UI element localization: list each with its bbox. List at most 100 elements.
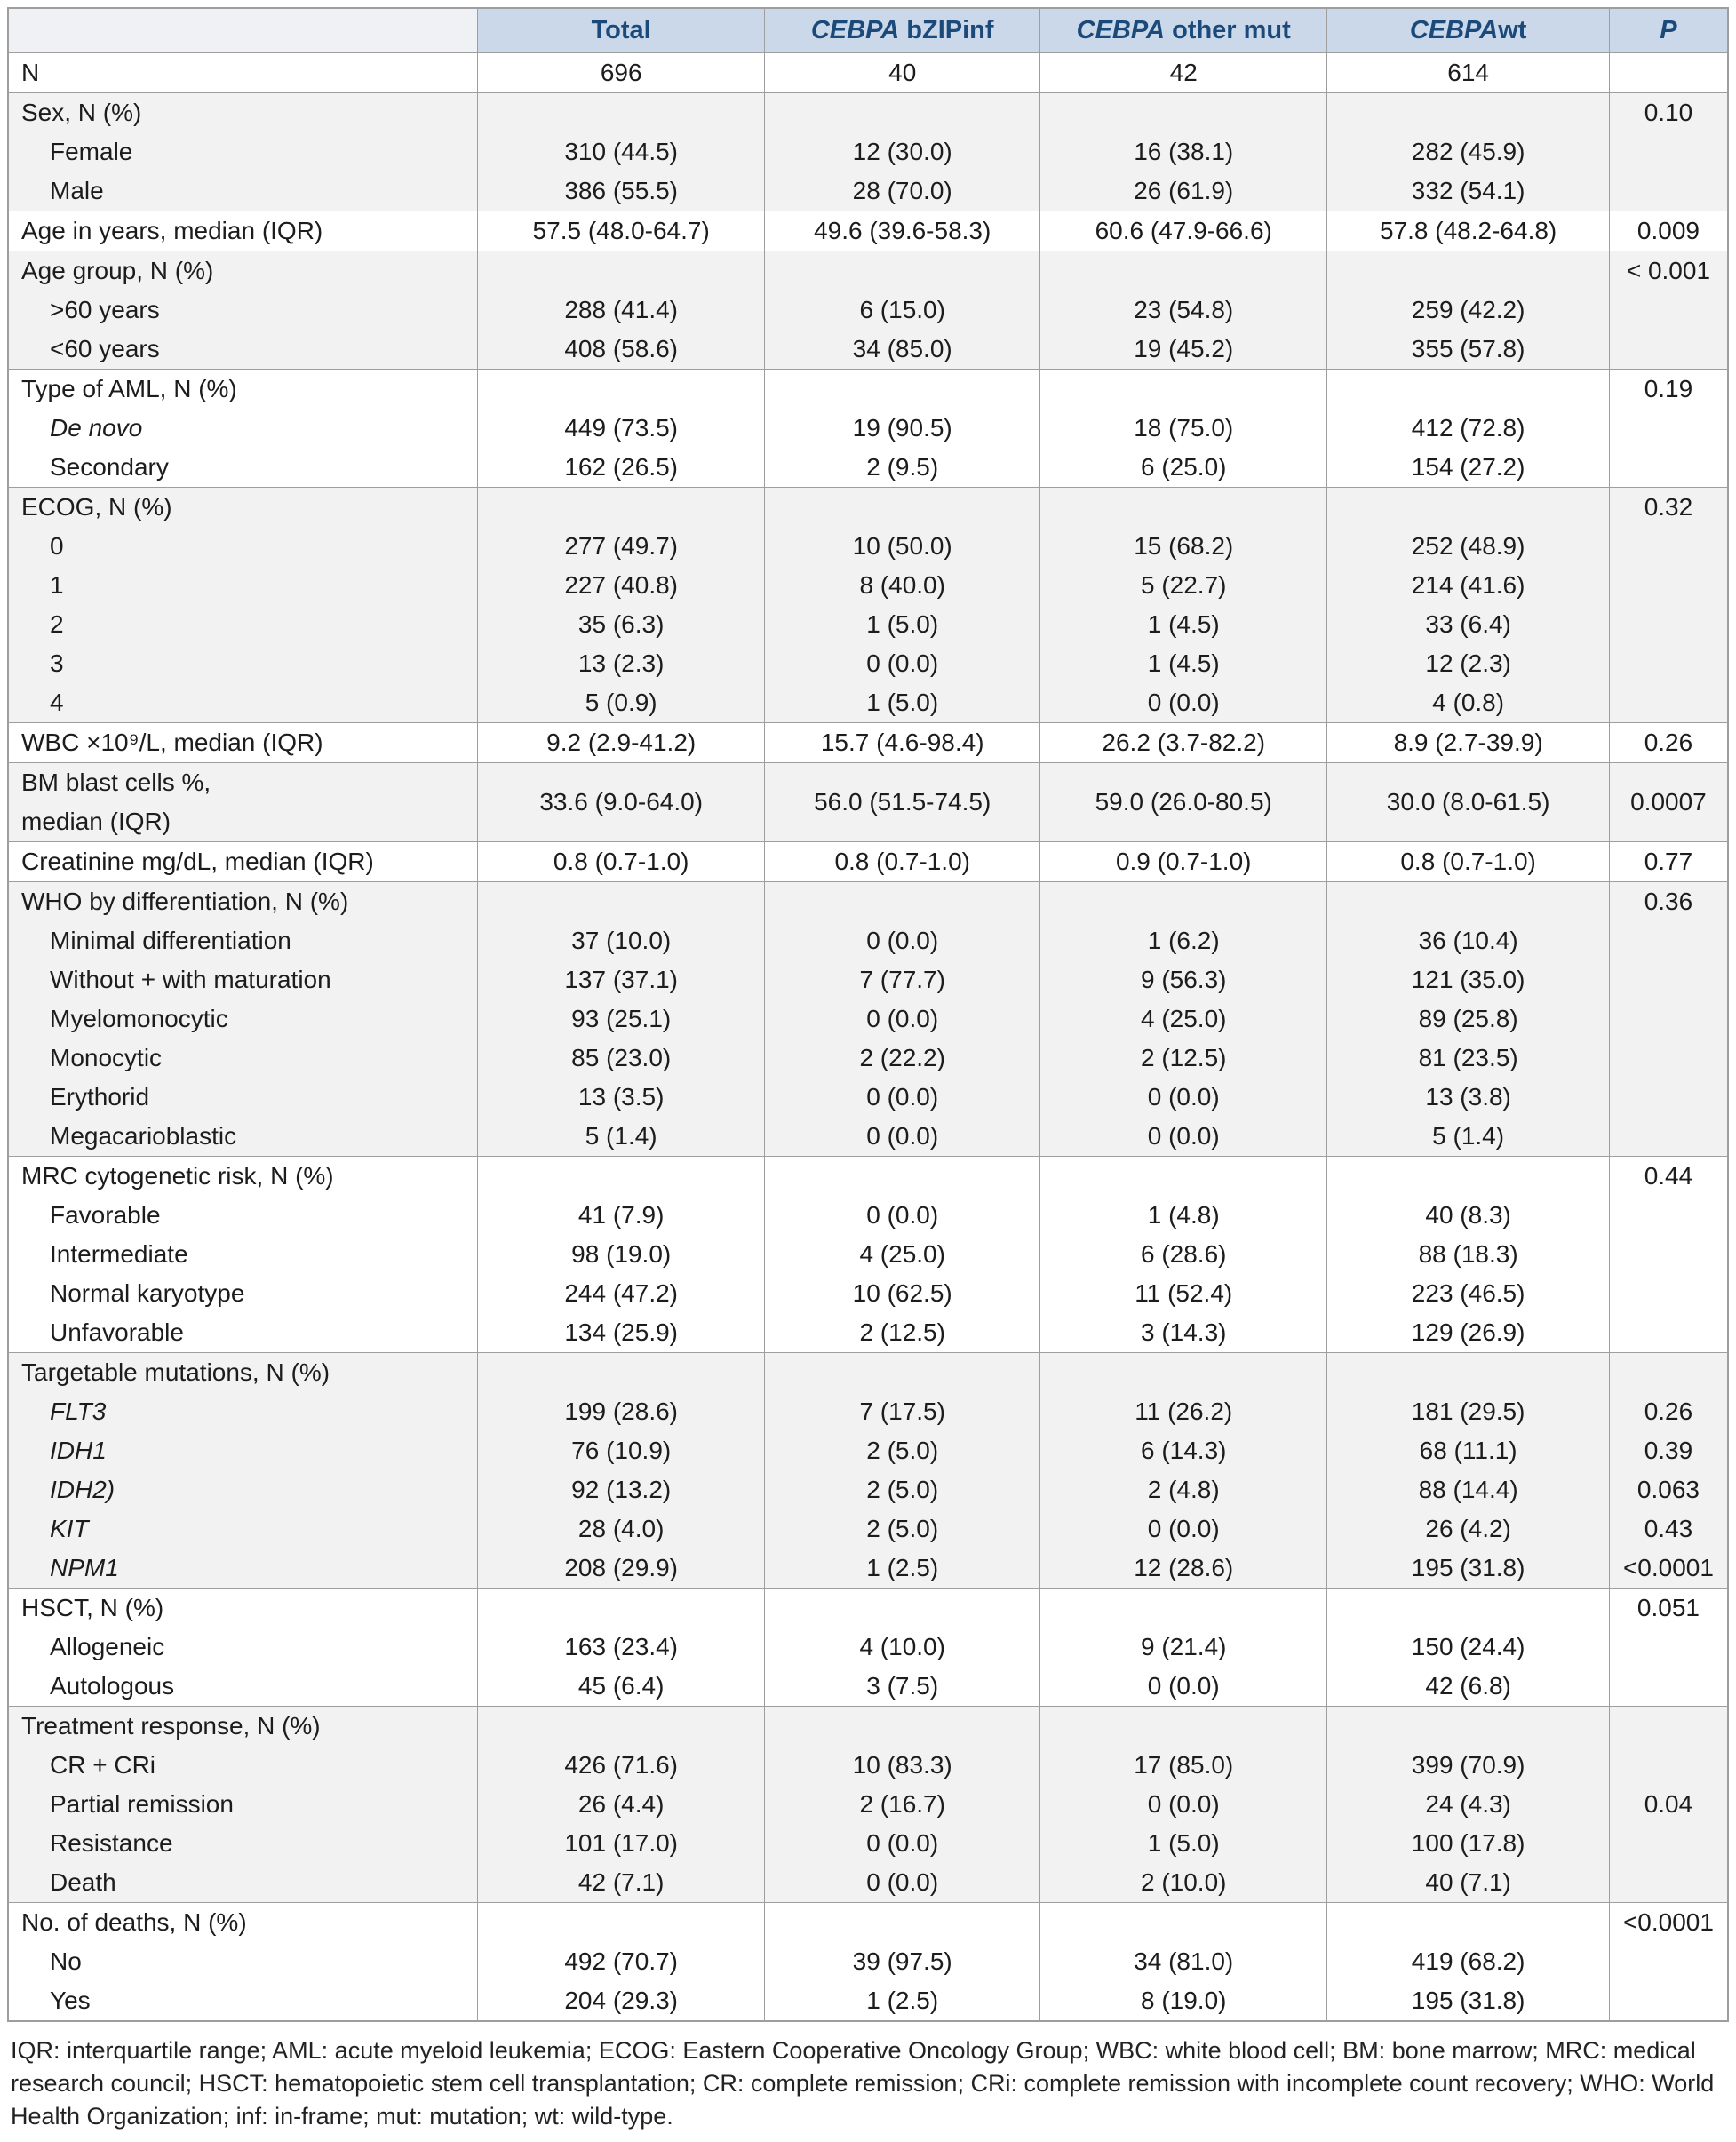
cell-value: [477, 1352, 766, 1392]
row-label: Allogeneic: [7, 1628, 479, 1667]
cell-value: 6 (28.6): [1039, 1235, 1328, 1274]
cell-value: 0 (0.0): [764, 644, 1041, 683]
cell-value: [477, 1706, 766, 1746]
cell-value: 332 (54.1): [1326, 171, 1610, 211]
table-row: Autologous 45 (6.4) 3 (7.5) 0 (0.0) 42 (6.8): [7, 1667, 1729, 1707]
row-label: IDH2): [7, 1470, 479, 1509]
table-row: 1 227 (40.8) 8 (40.0) 5 (22.7) 214 (41.6): [7, 566, 1729, 605]
row-label: IDH1: [7, 1431, 479, 1470]
cell-value: 426 (71.6): [477, 1746, 766, 1785]
cell-value: [1039, 251, 1328, 291]
table-row: Minimal differentiation 37 (10.0) 0 (0.0) 1…: [7, 921, 1729, 960]
cell-value: 40: [764, 52, 1041, 93]
header-corner-cell: [7, 7, 479, 53]
cell-value: 33.6 (9.0-64.0): [477, 762, 766, 842]
cell-value: 37 (10.0): [477, 921, 766, 960]
cell-value: 10 (50.0): [764, 527, 1041, 566]
cell-value: 0 (0.0): [1039, 1785, 1328, 1824]
cell-value: 76 (10.9): [477, 1431, 766, 1470]
row-label: Resistance: [7, 1824, 479, 1863]
cell-value: 2 (22.2): [764, 1039, 1041, 1078]
row-label: Age group, N (%): [7, 251, 479, 291]
cell-value: 204 (29.3): [477, 1981, 766, 2021]
p-value: 0.36: [1608, 881, 1729, 921]
row-label: ECOG, N (%): [7, 487, 479, 527]
cell-value: 408 (58.6): [477, 330, 766, 370]
table-row: MRC cytogenetic risk, N (%) 0.44: [7, 1156, 1729, 1196]
p-value: 0.32: [1608, 487, 1729, 527]
cell-value: 2 (5.0): [764, 1470, 1041, 1509]
row-label: 4: [7, 683, 479, 723]
row-label: Age in years, median (IQR): [7, 211, 479, 251]
cell-value: 39 (97.5): [764, 1942, 1041, 1981]
cell-value: 92 (13.2): [477, 1470, 766, 1509]
cell-value: 88 (14.4): [1326, 1470, 1610, 1509]
cell-value: [1326, 1588, 1610, 1628]
row-label: CR + CRi: [7, 1746, 479, 1785]
cell-value: 28 (4.0): [477, 1509, 766, 1549]
row-label: Autologous: [7, 1667, 479, 1707]
cell-value: 0 (0.0): [1039, 683, 1328, 723]
cell-value: 0.9 (0.7-1.0): [1039, 841, 1328, 882]
cell-value: 19 (45.2): [1039, 330, 1328, 370]
cell-value: 0 (0.0): [1039, 1078, 1328, 1117]
cell-value: 1 (5.0): [764, 683, 1041, 723]
row-label: Death: [7, 1863, 479, 1903]
table-row: Favorable 41 (7.9) 0 (0.0) 1 (4.8) 40 (8.3): [7, 1196, 1729, 1235]
row-label: KIT: [7, 1509, 479, 1549]
cell-value: 1 (5.0): [764, 605, 1041, 644]
row-label: Creatinine mg/dL, median (IQR): [7, 841, 479, 882]
cell-value: 7 (77.7): [764, 960, 1041, 999]
row-label: Intermediate: [7, 1235, 479, 1274]
table-row: KIT 28 (4.0) 2 (5.0) 0 (0.0) 26 (4.2) 0.43: [7, 1509, 1729, 1549]
table-row: Creatinine mg/dL, median (IQR) 0.8 (0.7-1…: [7, 841, 1729, 882]
cell-value: [1039, 881, 1328, 921]
row-label: 0: [7, 527, 479, 566]
cell-value: 9.2 (2.9-41.2): [477, 722, 766, 763]
cell-value: [1326, 92, 1610, 132]
cell-value: 150 (24.4): [1326, 1628, 1610, 1667]
cell-value: 11 (26.2): [1039, 1392, 1328, 1431]
cell-value: [477, 1902, 766, 1942]
cell-value: 19 (90.5): [764, 409, 1041, 448]
p-value: 0.063: [1608, 1470, 1729, 1509]
cell-value: 244 (47.2): [477, 1274, 766, 1313]
p-value: [1608, 1667, 1729, 1707]
table-row: Age in years, median (IQR) 57.5 (48.0-64.…: [7, 211, 1729, 251]
p-value: 0.43: [1608, 1509, 1729, 1549]
cell-value: 6 (25.0): [1039, 448, 1328, 488]
row-label: Unfavorable: [7, 1313, 479, 1353]
cell-value: 12 (28.6): [1039, 1549, 1328, 1589]
cell-value: 5 (1.4): [1326, 1117, 1610, 1157]
cell-value: 1 (4.8): [1039, 1196, 1328, 1235]
p-value: 0.04: [1608, 1785, 1729, 1824]
cell-value: 614: [1326, 52, 1610, 93]
cell-value: 9 (21.4): [1039, 1628, 1328, 1667]
row-label: <60 years: [7, 330, 479, 370]
cell-value: 33 (6.4): [1326, 605, 1610, 644]
cell-value: [764, 369, 1041, 409]
cell-value: 34 (81.0): [1039, 1942, 1328, 1981]
p-value: [1608, 1981, 1729, 2021]
p-value: <0.0001: [1608, 1549, 1729, 1589]
cell-value: 89 (25.8): [1326, 999, 1610, 1039]
cell-value: 227 (40.8): [477, 566, 766, 605]
cell-value: 449 (73.5): [477, 409, 766, 448]
cell-value: [764, 1588, 1041, 1628]
cell-value: 10 (83.3): [764, 1746, 1041, 1785]
cell-value: 93 (25.1): [477, 999, 766, 1039]
cell-value: [1326, 881, 1610, 921]
cell-value: [477, 487, 766, 527]
cell-value: 4 (25.0): [764, 1235, 1041, 1274]
cell-value: 68 (11.1): [1326, 1431, 1610, 1470]
row-label: 2: [7, 605, 479, 644]
row-label: Treatment response, N (%): [7, 1706, 479, 1746]
cell-value: 195 (31.8): [1326, 1981, 1610, 2021]
row-label: >60 years: [7, 291, 479, 330]
cell-value: 1 (6.2): [1039, 921, 1328, 960]
table-row: BM blast cells %, median (IQR) 33.6 (9.0-…: [7, 762, 1729, 842]
row-label: Minimal differentiation: [7, 921, 479, 960]
cell-value: 17 (85.0): [1039, 1746, 1328, 1785]
